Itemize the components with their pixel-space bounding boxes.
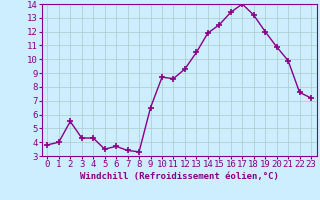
X-axis label: Windchill (Refroidissement éolien,°C): Windchill (Refroidissement éolien,°C) [80,172,279,181]
